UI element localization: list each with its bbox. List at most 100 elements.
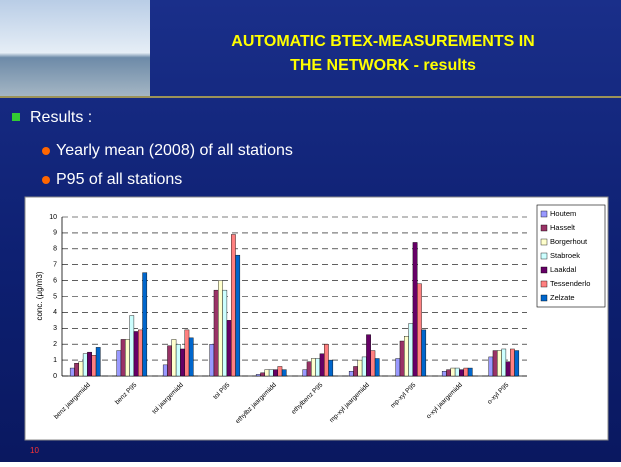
bar <box>184 329 190 377</box>
y-tick-label: 0 <box>53 373 57 380</box>
legend-label: Borgerhout <box>550 237 588 246</box>
sub-bullet: Yearly mean (2008) of all stations <box>56 142 293 159</box>
page-number: 10 <box>30 446 39 455</box>
bar <box>395 358 401 377</box>
bar <box>235 254 241 377</box>
bar <box>120 339 126 377</box>
bar <box>459 369 464 377</box>
bar <box>226 320 232 377</box>
bar <box>510 348 515 377</box>
legend-swatch <box>540 238 548 246</box>
bar <box>125 339 130 377</box>
bar <box>138 329 143 377</box>
bar <box>454 367 460 377</box>
bar <box>311 358 316 377</box>
bar <box>370 350 376 377</box>
bar <box>162 364 168 377</box>
bar <box>492 350 498 377</box>
y-tick-label: 2 <box>53 341 57 348</box>
legend-swatch <box>540 224 548 232</box>
y-tick-label: 5 <box>53 293 57 300</box>
bar <box>213 289 219 377</box>
bar <box>361 356 367 377</box>
bar <box>222 289 228 377</box>
bar <box>505 361 511 377</box>
bar <box>116 350 122 377</box>
title: THE NETWORK - results <box>290 57 476 74</box>
bar <box>69 367 75 377</box>
legend-label: Zelzate <box>550 293 575 302</box>
legend-swatch <box>540 294 548 302</box>
bar <box>450 367 456 377</box>
bar <box>441 371 447 377</box>
bar <box>328 359 334 377</box>
y-tick-label: 1 <box>53 357 57 364</box>
y-tick-label: 10 <box>49 214 57 221</box>
bar <box>273 369 278 377</box>
y-tick-label: 9 <box>53 230 57 237</box>
bar <box>87 351 92 377</box>
legend-swatch <box>540 266 548 274</box>
y-axis-label: conc. (µg/m3) <box>35 271 44 320</box>
bar <box>82 353 88 377</box>
bar <box>209 344 215 377</box>
bar <box>315 358 321 377</box>
legend-label: Hasselt <box>550 223 576 232</box>
bar <box>421 329 427 377</box>
bar <box>171 339 177 377</box>
sub-bullet: P95 of all stations <box>56 171 182 188</box>
bar <box>374 358 380 377</box>
bar <box>277 366 283 377</box>
bar <box>231 234 236 377</box>
bar <box>399 340 405 377</box>
bar <box>467 367 473 377</box>
bar <box>91 355 97 377</box>
bar <box>268 369 274 377</box>
bar <box>188 337 194 377</box>
bar <box>501 348 507 377</box>
bar <box>514 350 520 377</box>
bar <box>95 347 101 377</box>
bar <box>142 272 148 377</box>
bar <box>264 369 270 377</box>
bar <box>366 334 371 377</box>
bar <box>260 372 265 377</box>
bullet-marker <box>42 147 50 155</box>
bar <box>319 353 325 377</box>
legend-label: Laakdal <box>550 265 577 274</box>
legend-swatch <box>540 252 548 260</box>
legend-label: Tessenderlo <box>550 279 590 288</box>
title: AUTOMATIC BTEX-MEASUREMENTS IN <box>231 33 534 50</box>
bar <box>412 242 418 377</box>
bar <box>353 366 358 377</box>
bullet-marker <box>12 113 20 121</box>
y-tick-label: 4 <box>53 309 57 316</box>
legend-swatch <box>540 210 548 218</box>
bar <box>306 361 312 377</box>
bar <box>180 348 185 377</box>
bullet-marker <box>42 176 50 184</box>
chart-area <box>24 196 609 441</box>
header-photo <box>0 0 150 96</box>
bar <box>404 336 409 377</box>
bullet: Results : <box>30 109 92 126</box>
bar <box>129 315 135 377</box>
bar <box>497 350 502 377</box>
bar <box>255 374 261 377</box>
legend-label: Houtem <box>550 209 576 218</box>
bar <box>324 344 329 377</box>
y-tick-label: 7 <box>53 262 57 269</box>
bar <box>133 331 139 377</box>
bar <box>348 371 354 377</box>
bar <box>302 369 308 377</box>
legend-label: Stabroek <box>550 251 580 260</box>
y-tick-label: 8 <box>53 246 57 253</box>
y-tick-label: 6 <box>53 277 57 284</box>
bar <box>357 359 363 377</box>
bar <box>218 280 223 377</box>
bar <box>281 369 287 377</box>
bar <box>74 363 79 377</box>
bar <box>175 344 181 377</box>
bar <box>167 345 172 377</box>
